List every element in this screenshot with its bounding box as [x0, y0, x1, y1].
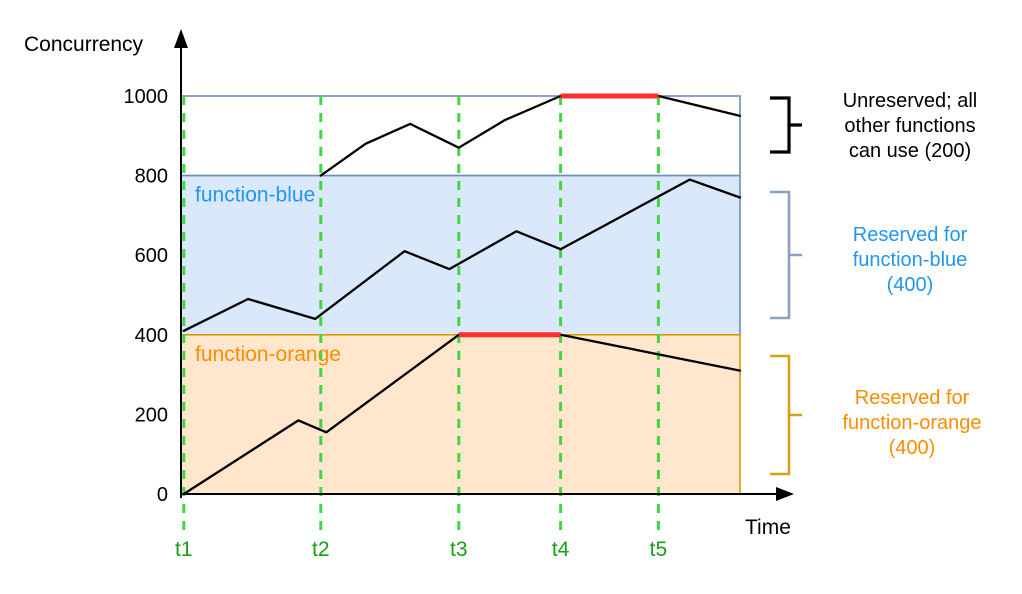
time-marker-label-t5: t5: [650, 538, 668, 561]
brackets-layer: [770, 96, 802, 476]
y-tick-label-0: 0: [157, 484, 168, 506]
time-marker-label-t3: t3: [450, 538, 468, 561]
band-function-orange: [180, 333, 741, 495]
time-marker-label-t1: t1: [175, 538, 193, 561]
series-function-blue-usage: [182, 178, 742, 332]
unreserved-annotation: Unreserved; all other functions can use …: [842, 90, 978, 162]
y-tick-label-400: 400: [135, 325, 168, 347]
time-markers-layer: t1 t2 t3 t4 t5: [175, 96, 667, 561]
y-axis-arrow-icon: [174, 29, 188, 48]
y-tick-label-800: 800: [135, 166, 168, 188]
bracket-unreserved-note: [770, 96, 802, 154]
y-tick-label-200: 200: [135, 404, 168, 426]
x-axis-arrow-icon: [776, 487, 794, 501]
reserved-blue-annotation: Reserved for function-blue (400): [852, 224, 968, 296]
reserved-bands-layer: function-blue function-orange: [180, 95, 741, 495]
limit-segments-layer: [458, 93, 659, 338]
series-function-orange-usage: [182, 333, 742, 496]
y-ticks-layer: 0 200 400 600 800 1000: [124, 86, 169, 506]
y-axis-title: Concurrency: [24, 33, 144, 56]
y-tick-label-1000: 1000: [124, 86, 169, 108]
axes-layer: Concurrency Time: [24, 29, 794, 539]
time-marker-label-t4: t4: [552, 538, 570, 561]
band-label-function-blue: function-blue: [195, 184, 315, 207]
bracket-reserved-blue-note: [770, 190, 802, 320]
bracket-reserved-orange-note: [770, 354, 802, 476]
reserved-orange-annotation: Reserved for function-orange (400): [842, 387, 982, 459]
x-axis-title: Time: [745, 516, 791, 539]
time-marker-label-t2: t2: [312, 538, 330, 561]
y-tick-label-600: 600: [135, 245, 168, 267]
band-label-function-orange: function-orange: [195, 343, 341, 366]
band-unreserved: [180, 95, 741, 177]
